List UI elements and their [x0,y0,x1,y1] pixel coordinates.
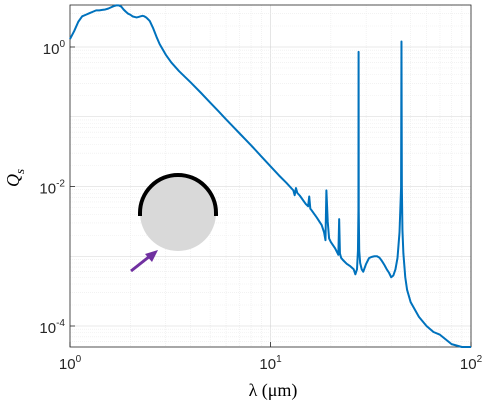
axis-ticks [69,46,472,347]
grid [69,4,472,348]
x-tick-label: 100 [59,354,82,373]
x-tick-label: 101 [259,354,282,373]
y-tick-label: 10-4 [39,318,65,337]
y-tick-base: 10 [43,41,60,58]
y-tick-exponent: -2 [56,178,65,189]
x-tick-exponent: 2 [477,354,483,365]
hemisphere-cap-inset [130,173,218,273]
y-tick-exponent: 0 [59,39,65,50]
incident-light-arrow-icon [130,254,151,273]
hemispherical-cap-icon [138,173,218,216]
series-line [69,4,471,348]
y-axis-label-subscript: s [12,169,27,174]
y-tick-label: 100 [43,39,66,58]
x-tick-exponent: 1 [276,354,282,365]
x-tick-base: 10 [59,356,76,373]
y-tick-exponent: -4 [56,318,65,329]
x-tick-exponent: 0 [76,354,82,365]
x-axis-label: λ (μm) [249,380,298,401]
y-tick-base: 10 [39,180,56,197]
x-tick-label: 102 [460,354,483,373]
x-tick-base: 10 [460,356,477,373]
y-axis-label-main: Q [3,174,23,187]
series-layer [69,4,471,348]
x-tick-labels: 100 101 102 [59,354,483,373]
x-tick-base: 10 [259,356,276,373]
incident-light-arrowhead-icon [145,250,158,262]
sphere-icon [140,175,216,251]
y-axis-label: Qs [3,169,27,187]
y-tick-label: 10-2 [39,178,65,197]
y-tick-base: 10 [39,320,56,337]
